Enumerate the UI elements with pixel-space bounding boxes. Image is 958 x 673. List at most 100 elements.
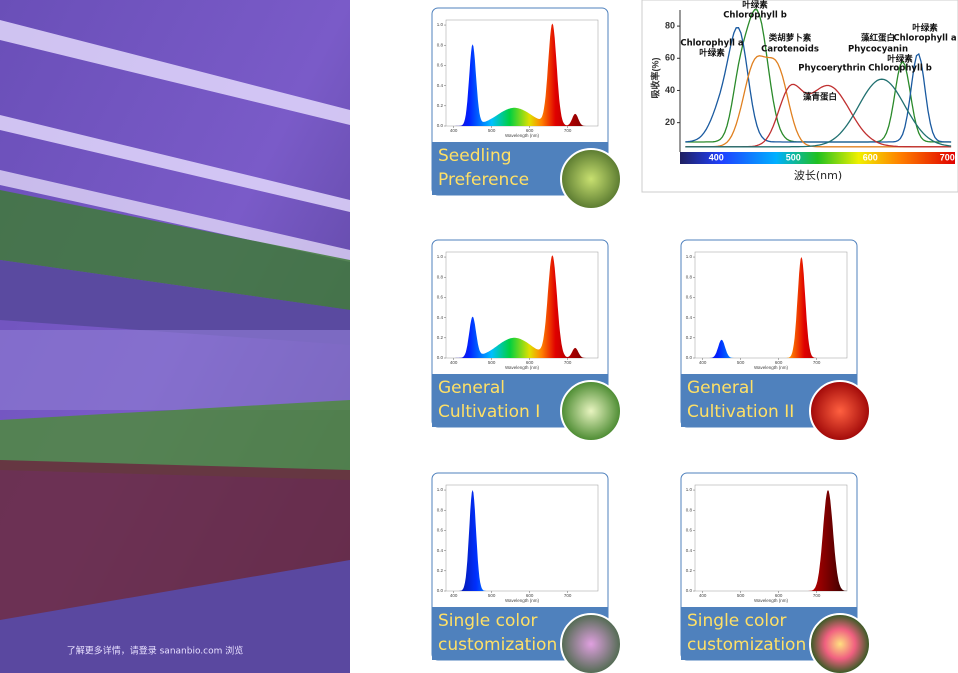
card-label: Seedling [438, 146, 512, 166]
curve-label: Phycoerythrin [798, 64, 865, 74]
y-tick-label: 0.4 [437, 548, 444, 553]
x-axis-label: Wavelength (nm) [505, 133, 540, 138]
absorption-curve [685, 78, 952, 148]
y-axis-label: 吸收率(%) [649, 58, 660, 99]
curve-label: Chlorophyll a [893, 34, 957, 44]
x-tick-label: 600 [775, 593, 783, 598]
y-tick-label: 0.8 [686, 274, 693, 279]
card-label: Cultivation I [438, 402, 540, 422]
absorption-chart: 吸收率(%) 波长(nm) 400 500 600 70020406080叶绿素Chl… [641, 0, 958, 193]
y-tick-label: 1.0 [686, 487, 693, 492]
plant-icon [809, 613, 871, 673]
y-tick-label: 60 [665, 53, 675, 63]
x-tick-label: 400 [450, 128, 458, 133]
x-tick-label: 500 [737, 360, 745, 365]
y-tick-label: 0.6 [437, 295, 444, 300]
spectrum-card: 0.0 0.2 0.4 0.6 0.8 1.0 400 500 600 700 Wavelength… [431, 239, 622, 442]
x-axis-label: Wavelength (nm) [754, 365, 789, 370]
x-axis-label: Wavelength (nm) [505, 598, 540, 603]
y-tick-label: 0.4 [437, 83, 444, 88]
y-tick-label: 0.8 [437, 507, 444, 512]
x-tick-label: 600 [526, 128, 534, 133]
x-axis-label: 波长(nm) [794, 169, 842, 182]
x-tick-label: 500 [488, 360, 496, 365]
x-tick-label: 600 [526, 593, 534, 598]
curve-label: Phycocyanin [848, 45, 908, 55]
x-tick-label: 700 [564, 593, 572, 598]
y-tick-label: 0.4 [686, 315, 693, 320]
photo-caption: 了解更多详情，请登录 sananbio.com 浏览 [67, 645, 244, 657]
y-tick-label: 0.2 [686, 568, 693, 573]
y-tick-label: 0.2 [437, 568, 444, 573]
curve-label: Chlorophyll b [723, 11, 787, 21]
x-axis-label: Wavelength (nm) [754, 598, 789, 603]
card-label: General [438, 378, 505, 398]
y-tick-label: 0.8 [437, 42, 444, 47]
absorption-curve [685, 27, 952, 143]
x-tick-label: 400 [450, 593, 458, 598]
y-tick-label: 0.8 [686, 507, 693, 512]
y-tick-label: 20 [665, 117, 675, 127]
y-tick-label: 0.6 [437, 63, 444, 68]
curve-label: 藻青蛋白 [803, 92, 837, 103]
x-tick-label: 700 [813, 593, 821, 598]
y-tick-label: 0.4 [686, 548, 693, 553]
y-tick-label: 1.0 [437, 22, 444, 27]
x-tick-label: 500 [786, 152, 801, 162]
curve-label: 类胡萝卜素 [769, 33, 812, 44]
y-tick-label: 1.0 [437, 254, 444, 259]
y-tick-label: 0.6 [437, 528, 444, 533]
curve-label: Carotenoids [761, 45, 819, 55]
spectrum-bar [680, 152, 955, 164]
y-tick-label: 1.0 [437, 487, 444, 492]
y-tick-label: 0.0 [437, 123, 444, 128]
spectrum-curve [695, 490, 847, 591]
plant-icon [560, 613, 622, 673]
y-tick-label: 80 [665, 20, 675, 30]
card-label: customization [687, 635, 806, 655]
curve-label: Chlorophyll a [680, 39, 744, 49]
curve-label: 叶绿素 [912, 23, 938, 34]
y-tick-label: 0.2 [686, 335, 693, 340]
card-label: Single color [687, 611, 787, 631]
spectrum-curve [446, 255, 598, 358]
y-tick-label: 0.6 [686, 528, 693, 533]
spectrum-card: 0.0 0.2 0.4 0.6 0.8 1.0 400 500 600 700 Wavelength… [431, 7, 622, 210]
x-tick-label: 700 [940, 152, 955, 162]
card-label: General [687, 378, 754, 398]
plant-icon [560, 148, 622, 210]
plant-icon [809, 380, 871, 442]
x-tick-label: 500 [488, 593, 496, 598]
x-tick-label: 400 [709, 152, 724, 162]
card-label: Cultivation II [687, 402, 794, 422]
y-tick-label: 0.6 [686, 295, 693, 300]
y-tick-label: 1.0 [686, 254, 693, 259]
y-tick-label: 0.2 [437, 103, 444, 108]
x-tick-label: 400 [450, 360, 458, 365]
spectrum-curve [446, 490, 598, 591]
x-tick-label: 500 [737, 593, 745, 598]
farm-photo: 了解更多详情，请登录 sananbio.com 浏览 [0, 0, 350, 673]
x-tick-label: 400 [699, 593, 707, 598]
curve-label: 叶绿素 [699, 48, 725, 59]
y-tick-label: 40 [665, 85, 675, 95]
y-tick-label: 0.0 [437, 355, 444, 360]
x-tick-label: 700 [564, 360, 572, 365]
x-tick-label: 500 [488, 128, 496, 133]
curve-label: 叶绿素 [742, 0, 768, 11]
card-label: Preference [438, 170, 529, 190]
x-tick-label: 600 [775, 360, 783, 365]
x-tick-label: 400 [699, 360, 707, 365]
x-tick-label: 600 [526, 360, 534, 365]
curve-label: 叶绿素 [887, 54, 913, 65]
curve-label: Chlorophyll b [868, 64, 932, 74]
y-tick-label: 0.8 [437, 274, 444, 279]
card-label: Single color [438, 611, 538, 631]
y-tick-label: 0.0 [437, 588, 444, 593]
spectrum-card: 0.0 0.2 0.4 0.6 0.8 1.0 400 500 600 700 Wavelength… [680, 472, 871, 673]
card-label: customization [438, 635, 557, 655]
spectrum-card: 0.0 0.2 0.4 0.6 0.8 1.0 400 500 600 700 Wavelength… [431, 472, 622, 673]
plant-icon [560, 380, 622, 442]
x-tick-label: 700 [564, 128, 572, 133]
